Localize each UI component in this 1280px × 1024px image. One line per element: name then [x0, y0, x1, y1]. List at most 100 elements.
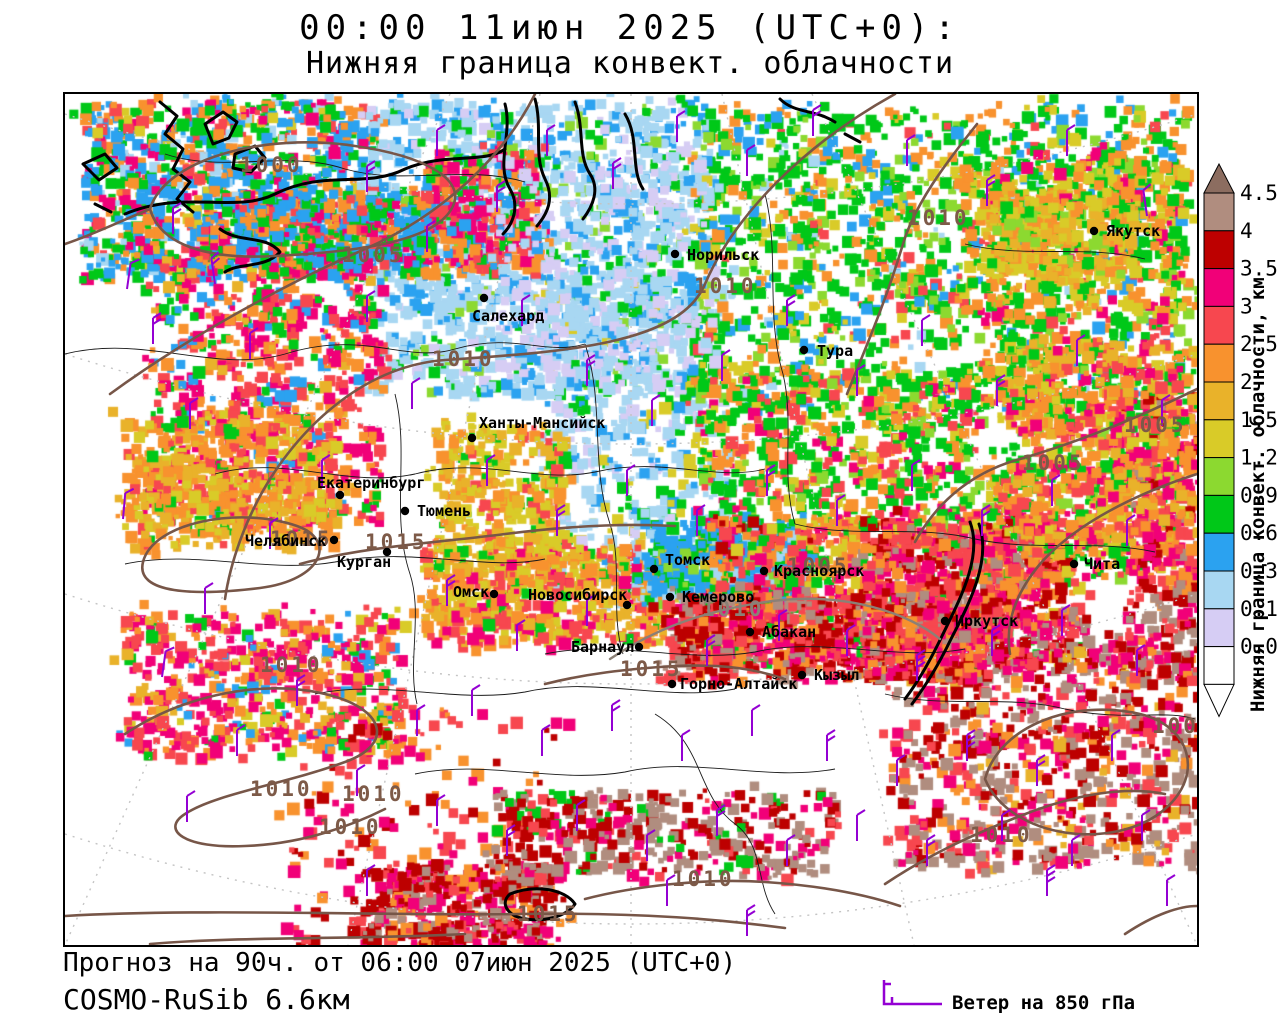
wind-barb — [1051, 474, 1061, 506]
isobar-label: 1010 — [342, 782, 405, 806]
city-marker — [489, 589, 499, 599]
wind-barb — [1141, 809, 1151, 841]
city-label: Кемерово — [682, 588, 754, 606]
wind-barb — [916, 649, 926, 681]
city-label: Абакан — [762, 623, 816, 641]
wind-barb — [981, 504, 991, 536]
legend-tick-label: 4 — [1240, 219, 1253, 243]
wind-barb — [1066, 124, 1076, 156]
legend-band — [1203, 305, 1235, 345]
city-label: Чита — [1084, 555, 1120, 573]
wind-barb — [186, 790, 196, 822]
wind-barb — [1071, 834, 1081, 866]
wind-barb — [1126, 514, 1136, 546]
city-marker — [797, 670, 807, 680]
legend-band — [1203, 192, 1235, 232]
wind-barb — [751, 704, 761, 736]
legend-tick-label: 1.5 — [1240, 408, 1278, 432]
legend-band — [1203, 570, 1235, 610]
legend-band — [1203, 230, 1235, 270]
map-canvas-frame: 1000 1005 1010 1010 1010 1005 1005 1015 1015 1005… — [63, 92, 1199, 947]
wind-barb — [471, 684, 481, 716]
isobar-label: 1000 — [240, 153, 303, 177]
wind-barb — [126, 258, 140, 290]
legend-band — [1203, 457, 1235, 496]
wind-barb — [836, 494, 846, 526]
isobar-label: 1005 — [787, 554, 850, 578]
wind-barb — [651, 394, 661, 426]
city-label: Новосибирск — [528, 586, 627, 604]
legend-band — [1203, 381, 1235, 421]
legend-band — [1203, 419, 1235, 459]
isobar-contours-muted — [608, 597, 942, 661]
city-label: Иркутск — [955, 612, 1018, 630]
wind-barb — [1001, 809, 1011, 841]
wind-barb — [366, 160, 376, 192]
legend-tick-label: 3 — [1240, 294, 1253, 318]
city-marker — [622, 600, 632, 610]
wind-barb — [486, 454, 496, 486]
isobar-label: 1010 — [319, 815, 382, 839]
wind-barb — [556, 504, 566, 536]
isobar-label: 1015 — [270, 527, 333, 551]
wind-barb — [416, 704, 426, 736]
isobar-label: 1015 — [517, 902, 580, 926]
isobar-label: 1000 — [1152, 714, 1197, 738]
wind-barb — [152, 312, 162, 344]
isobar-label: 1005 — [1022, 451, 1085, 475]
city-label: Екатеринбург — [317, 474, 425, 492]
city-marker — [940, 616, 950, 626]
city-marker — [329, 535, 339, 545]
legend-tick-label: 0.03 — [1240, 635, 1279, 659]
city-label: Челябинск — [245, 532, 326, 550]
wind-barb — [676, 110, 686, 142]
wind-barb — [666, 874, 676, 906]
wind-barb — [1061, 604, 1071, 636]
wind-barb — [966, 729, 976, 761]
wind-legend: Ветер на 850 гПа — [870, 968, 1270, 1020]
legend-tick-label: 2.5 — [1240, 332, 1278, 356]
city-label: Якутск — [1106, 222, 1160, 240]
wind-barb — [516, 619, 526, 651]
wind-barb — [576, 799, 586, 831]
wind-barb — [321, 454, 331, 486]
isobar-label: 1015 — [620, 657, 683, 681]
wind-barb — [681, 729, 691, 761]
city-marker — [335, 490, 345, 500]
wind-barb — [426, 220, 436, 252]
city-label: Томск — [665, 551, 710, 569]
wind-barb — [356, 764, 366, 796]
wind-barb — [786, 834, 796, 866]
city-label: Тюмень — [417, 502, 471, 520]
isobar-label: 1015 — [365, 530, 428, 554]
city-marker — [667, 679, 677, 689]
isobar-label: 1010 — [702, 597, 765, 621]
wind-barb — [546, 124, 556, 156]
isobar-label: 1010 — [260, 653, 323, 677]
legend-band-bottom — [1203, 683, 1235, 718]
model-name-text: COSMO-RuSib 6.6км — [63, 983, 350, 1016]
city-marker — [479, 293, 489, 303]
city-label: Барнаул — [571, 638, 634, 656]
isobar-label: 1010 — [694, 274, 757, 298]
wind-barb — [812, 104, 822, 136]
wind-barb — [716, 804, 726, 836]
wind-barb — [991, 624, 1001, 656]
wind-barb — [204, 582, 214, 614]
city-marker — [759, 566, 769, 576]
wind-barb — [366, 864, 376, 896]
legend-band — [1203, 343, 1235, 383]
wind-barb — [896, 754, 906, 786]
isobar-contours — [65, 94, 1197, 945]
city-marker — [467, 433, 477, 443]
wind-barb — [1111, 729, 1121, 761]
wind-barb — [236, 724, 246, 756]
wind-barb — [269, 517, 279, 549]
coastline-paths — [81, 97, 985, 922]
wind-barb — [172, 202, 182, 234]
city-label: Кызыл — [814, 666, 859, 684]
wind-barb — [611, 699, 621, 731]
city-label: Горно-Алтайск — [680, 675, 797, 693]
legend-tick-label: 0.1 — [1240, 597, 1278, 621]
